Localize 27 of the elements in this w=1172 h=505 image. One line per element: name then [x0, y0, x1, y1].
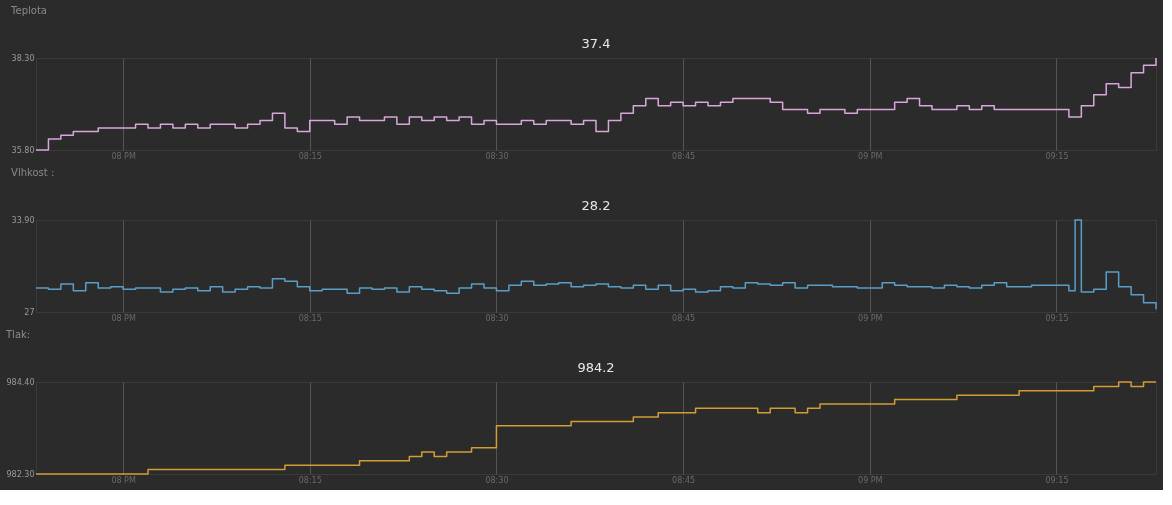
x-tick-label: 09:15	[1045, 475, 1069, 485]
x-tick-label: 09:15	[1045, 313, 1069, 323]
x-tick-label: 08:30	[485, 475, 509, 485]
x-tick-label: 08 PM	[111, 313, 136, 323]
x-tick-label: 08:45	[672, 151, 696, 161]
x-tick-label: 08 PM	[111, 475, 136, 485]
x-tick-label: 09:15	[1045, 151, 1069, 161]
y-tick-label: 38.30	[11, 53, 35, 63]
x-tick-label: 08:30	[485, 151, 509, 161]
y-tick-label: 984.40	[6, 377, 35, 387]
y-tick-label: 27	[24, 307, 35, 317]
chart-title: Tlak:	[5, 329, 31, 340]
x-tick-label: 08:45	[672, 313, 696, 323]
chart-subtitle: 984.2	[577, 360, 615, 375]
x-tick-label: 08 PM	[111, 151, 136, 161]
chart-subtitle: 28.2	[581, 198, 611, 213]
x-tick-label: 08:15	[298, 151, 322, 161]
chart-subtitle: 37.4	[581, 36, 611, 51]
y-tick-label: 35.80	[11, 145, 35, 155]
y-tick-label: 33.90	[11, 215, 35, 225]
chart-title: Teplota	[10, 5, 47, 16]
x-tick-label: 08:45	[672, 475, 696, 485]
x-tick-label: 08:15	[298, 475, 322, 485]
chart-title: Vlhkost :	[11, 167, 55, 178]
x-tick-label: 08:15	[298, 313, 322, 323]
y-tick-label: 982.30	[6, 469, 35, 479]
x-tick-label: 08:30	[485, 313, 509, 323]
